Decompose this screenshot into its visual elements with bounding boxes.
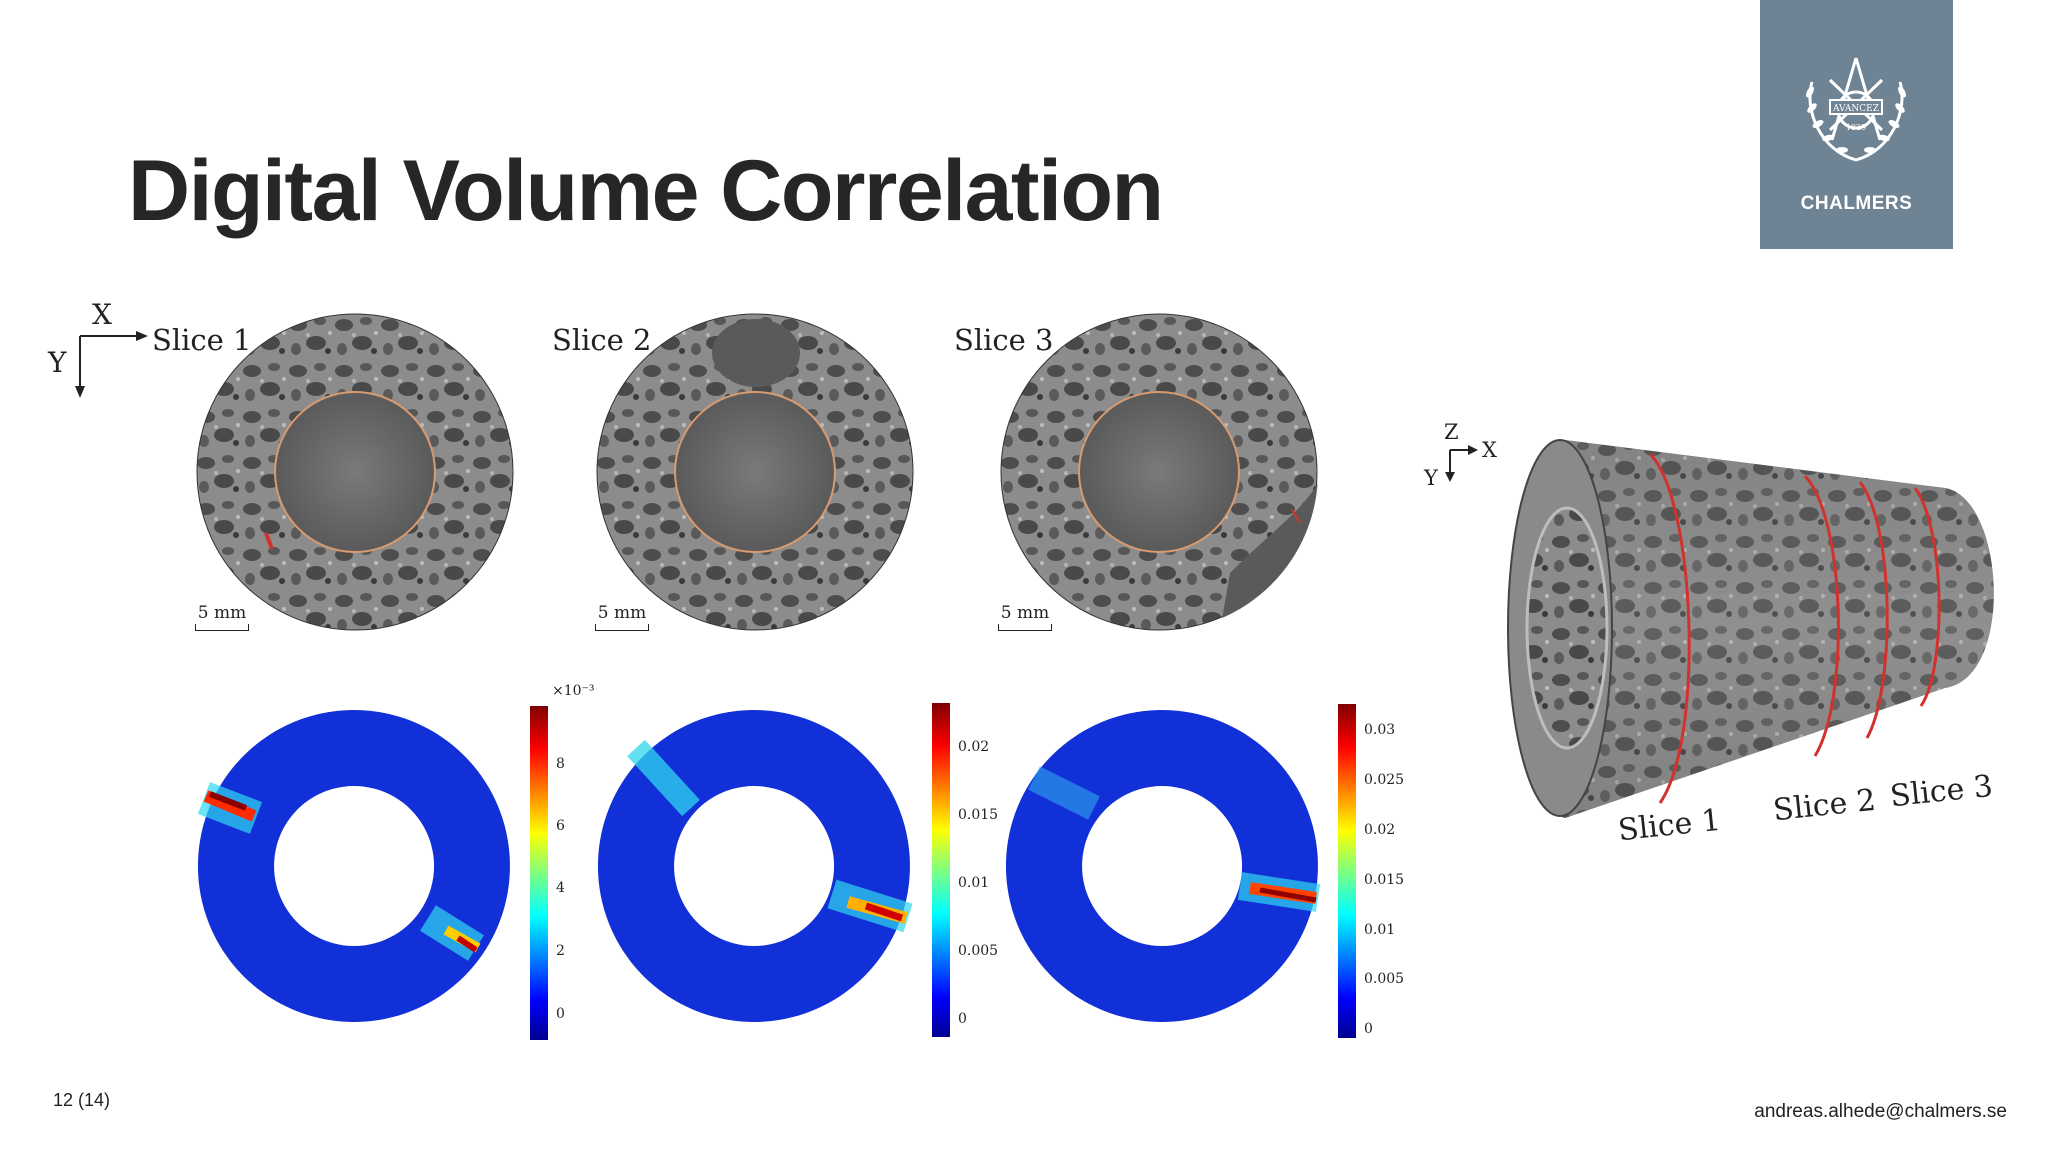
slice-2-label: Slice 2 <box>552 323 652 357</box>
slide-title: Digital Volume Correlation <box>128 143 1164 239</box>
axis-3d-x-label: X <box>1482 438 1497 462</box>
colorbar-2-tick: 0 <box>958 1011 967 1027</box>
slice-3-label: Slice 3 <box>954 323 1054 357</box>
xy-axes-indicator: X Y <box>40 298 150 400</box>
colorbar-3-tick: 0 <box>1364 1021 1373 1037</box>
strain-map-1 <box>197 710 510 1022</box>
colorbar-3-tick: 0.015 <box>1364 872 1405 888</box>
colorbar-1-tick: 8 <box>556 756 565 772</box>
colorbar-1-tick: 2 <box>556 943 565 959</box>
scale-bar-1: 5 mm <box>195 603 249 631</box>
scale-bar-3: 5 mm <box>998 603 1052 631</box>
strain-map-2 <box>597 710 912 1022</box>
colorbar-1-tick: 4 <box>556 880 565 896</box>
ct-slice-1-image <box>196 313 514 631</box>
axes-arrows-icon <box>75 331 148 398</box>
colorbar-1-tick: 0 <box>556 1006 565 1022</box>
colorbar-3-tick: 0.02 <box>1364 822 1396 838</box>
colorbar-1-tick: 6 <box>556 818 565 834</box>
ct-slice-2-image <box>596 313 914 631</box>
colorbar-3-tick: 0.03 <box>1364 722 1396 738</box>
axes-3d-arrows-icon <box>1445 445 1478 482</box>
colorbar-2-tick: 0.01 <box>958 875 990 891</box>
scale-bar-1-text: 5 mm <box>197 603 247 623</box>
strain-map-3 <box>1005 710 1320 1022</box>
author-email: andreas.alhede@chalmers.se <box>1754 1101 2007 1122</box>
chalmers-logo: AVANCEZ 1829 CHALMERS <box>1760 0 1953 249</box>
colorbar-2-tick: 0.005 <box>958 943 999 959</box>
colorbar-1-exponent: ×10⁻³ <box>552 683 595 699</box>
axis-3d-y-label: Y <box>1424 466 1438 490</box>
colorbar-3 <box>1338 704 1356 1038</box>
colorbar-2 <box>932 703 950 1037</box>
svg-text:1829: 1829 <box>1846 123 1866 132</box>
colorbar-3-tick: 0.005 <box>1364 971 1405 987</box>
colorbar-1 <box>530 706 548 1040</box>
xyz-axes-indicator: Z X Y <box>1420 420 1510 500</box>
cylinder-3d-image <box>1507 439 1994 818</box>
svg-text:AVANCEZ: AVANCEZ <box>1832 104 1879 114</box>
scale-bar-3-text: 5 mm <box>1000 603 1050 623</box>
axis-3d-z-label: Z <box>1444 420 1459 444</box>
colorbar-3-tick: 0.01 <box>1364 922 1396 938</box>
page-number: 12 (14) <box>53 1090 111 1110</box>
slice-1-label: Slice 1 <box>152 323 252 357</box>
axis-y-label: Y <box>48 346 67 379</box>
ct-slice-3-image <box>1000 313 1318 631</box>
colorbar-2-tick: 0.02 <box>958 739 990 755</box>
logo-wordmark: CHALMERS <box>1800 193 1913 214</box>
scale-bar-2-text: 5 mm <box>597 603 647 623</box>
colorbar-2-tick: 0.015 <box>958 807 999 823</box>
chalmers-seal-icon: AVANCEZ 1829 <box>1806 57 1906 162</box>
axis-x-label: X <box>92 298 112 331</box>
scale-bar-2: 5 mm <box>595 603 649 631</box>
colorbar-3-tick: 0.025 <box>1364 772 1405 788</box>
